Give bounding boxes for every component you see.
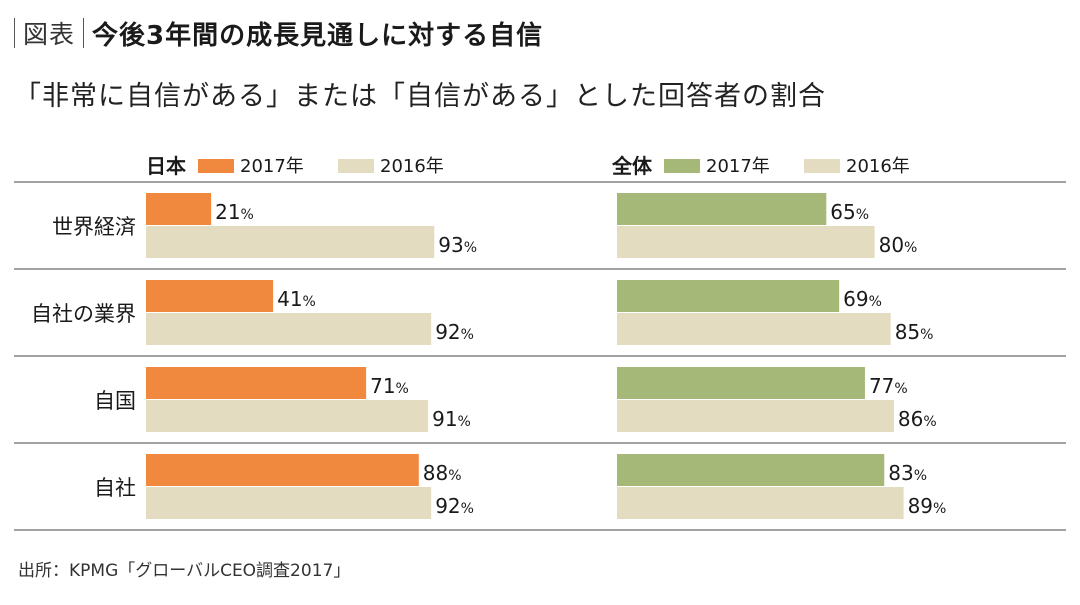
global-data-label: 83% bbox=[888, 461, 927, 485]
japan-bar-2017 bbox=[146, 280, 274, 312]
header-divider-left bbox=[14, 18, 15, 48]
category-label: 自国 bbox=[94, 389, 136, 413]
chart-subtitle: 「非常に自信がある」または「自信がある」とした回答者の割合 bbox=[14, 81, 826, 112]
global-data-label: 77% bbox=[869, 374, 908, 398]
global-data-label: 89% bbox=[908, 494, 947, 518]
global-bar-2017 bbox=[617, 367, 865, 399]
global-legend-label: 2017年 bbox=[706, 156, 770, 177]
global-legend-label: 2016年 bbox=[846, 156, 910, 177]
japan-data-label: 71% bbox=[370, 374, 409, 398]
global-legend-swatch-2017年 bbox=[664, 159, 700, 173]
global-group-label: 全体 bbox=[611, 154, 653, 178]
japan-legend-swatch-2016年 bbox=[338, 159, 374, 173]
global-bar-2017 bbox=[617, 280, 840, 312]
japan-bar-2017 bbox=[146, 367, 367, 399]
japan-bar-2016 bbox=[146, 226, 435, 258]
global-bar-2016 bbox=[617, 487, 904, 519]
category-label: 世界経済 bbox=[52, 215, 136, 239]
japan-bar-2017 bbox=[146, 193, 212, 225]
japan-data-label: 92% bbox=[435, 320, 474, 344]
chart-title: 今後3年間の成長見通しに対する自信 bbox=[92, 20, 544, 51]
global-bar-2017 bbox=[617, 193, 827, 225]
japan-bar-2017 bbox=[146, 454, 419, 486]
japan-data-label: 93% bbox=[438, 233, 477, 257]
global-data-label: 65% bbox=[830, 200, 869, 224]
japan-data-label: 92% bbox=[435, 494, 474, 518]
header-divider-right bbox=[83, 18, 85, 48]
japan-bar-2016 bbox=[146, 487, 432, 519]
global-bar-2016 bbox=[617, 226, 875, 258]
japan-group-label: 日本 bbox=[146, 154, 186, 178]
japan-legend-label: 2017年 bbox=[240, 156, 304, 177]
global-bar-2016 bbox=[617, 313, 891, 345]
figure-header: 図表 今後3年間の成長見通しに対する自信 bbox=[14, 16, 544, 51]
japan-bar-2016 bbox=[146, 313, 432, 345]
japan-legend-label: 2016年 bbox=[380, 156, 444, 177]
global-bar-2017 bbox=[617, 454, 885, 486]
global-data-label: 86% bbox=[898, 407, 937, 431]
category-label: 自社の業界 bbox=[31, 302, 136, 326]
japan-data-label: 88% bbox=[423, 461, 462, 485]
global-bar-2016 bbox=[617, 400, 894, 432]
japan-data-label: 41% bbox=[277, 287, 316, 311]
japan-legend-swatch-2017年 bbox=[198, 159, 234, 173]
japan-bar-2016 bbox=[146, 400, 429, 432]
figure-label: 図表 bbox=[23, 20, 76, 49]
japan-data-label: 91% bbox=[432, 407, 471, 431]
global-data-label: 85% bbox=[895, 320, 934, 344]
source-note: 出所：KPMG「グローバルCEO調査2017」 bbox=[18, 561, 351, 581]
japan-data-label: 21% bbox=[215, 200, 254, 224]
global-legend-swatch-2016年 bbox=[804, 159, 840, 173]
global-data-label: 80% bbox=[879, 233, 918, 257]
category-label: 自社 bbox=[94, 476, 136, 500]
global-data-label: 69% bbox=[843, 287, 882, 311]
